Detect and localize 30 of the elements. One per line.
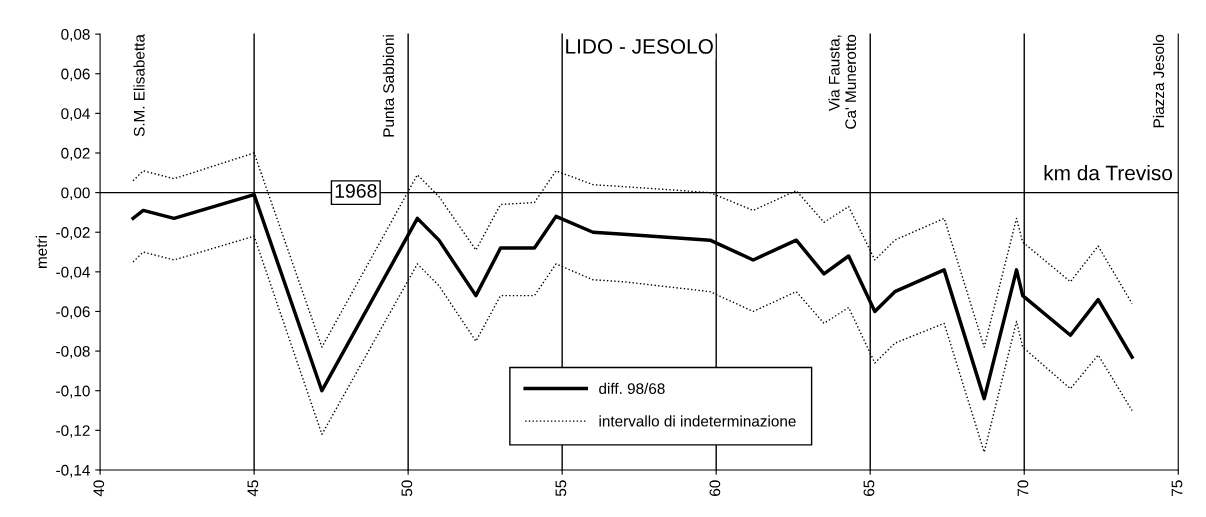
y-tick-label: -0,10 bbox=[56, 385, 90, 399]
y-axis-title: metri bbox=[35, 236, 47, 268]
y-tick-label: 0,08 bbox=[61, 28, 90, 42]
x-axis-title: km da Treviso bbox=[1044, 165, 1173, 181]
x-tick-label: 75 bbox=[1171, 480, 1183, 496]
annotation: Piazza Jesolo bbox=[1152, 34, 1165, 128]
x-tick-label: 65 bbox=[863, 480, 875, 496]
y-tick-label: -0,04 bbox=[56, 266, 90, 280]
chart-title: LIDO - JESOLO bbox=[566, 39, 713, 54]
y-tick-label: 0,06 bbox=[61, 68, 90, 82]
x-tick-label: 40 bbox=[93, 480, 105, 497]
ref-line-label: Via Fausta, Ca' Munerotto bbox=[828, 34, 857, 129]
y-tick-label: 0,02 bbox=[61, 147, 90, 161]
y-tick-label: -0,12 bbox=[56, 425, 90, 438]
x-tick-label: 50 bbox=[401, 480, 413, 497]
y-tick-label: 0,04 bbox=[61, 108, 90, 121]
ref-line-label: Punta Sabbioni bbox=[382, 35, 395, 137]
x-tick-label: 60 bbox=[709, 480, 721, 496]
y-tick-label: -0,02 bbox=[56, 227, 90, 240]
legend-label: intervallo di indeterminazione bbox=[599, 415, 796, 427]
y-tick-label: 0,00 bbox=[61, 187, 90, 201]
annotation: 1968 bbox=[335, 184, 377, 198]
x-tick-label: 70 bbox=[1017, 480, 1029, 496]
legend-label: diff. 98/68 bbox=[599, 382, 665, 395]
x-tick-label: 45 bbox=[247, 480, 259, 497]
annotation: S.M. Elisabetta bbox=[133, 34, 145, 137]
x-tick-label: 55 bbox=[555, 480, 567, 497]
y-tick-label: -0,14 bbox=[56, 464, 90, 478]
y-tick-label: -0,06 bbox=[56, 306, 90, 319]
y-tick-label: -0,08 bbox=[56, 345, 90, 359]
